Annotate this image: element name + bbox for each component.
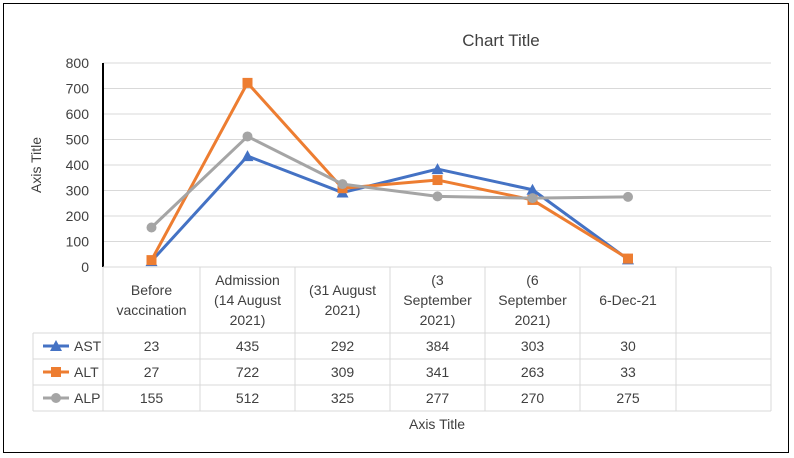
series-line-ast (150, 154, 629, 263)
y-tick-label: 500 (66, 132, 90, 148)
data-point-marker (146, 222, 157, 233)
table-cell-value: 155 (140, 390, 164, 406)
category-label-line: 2021) (515, 312, 551, 328)
category-label: (31 August 2021) (309, 282, 376, 318)
data-point-marker (242, 131, 253, 142)
category-label-line: (3 (431, 272, 444, 288)
category-label-line: (14 August (214, 292, 281, 308)
chart-title: Chart Title (462, 31, 539, 50)
y-tick-label: 700 (66, 81, 90, 97)
table-cell-value: 512 (236, 390, 260, 406)
category-label-line: September (403, 292, 472, 308)
category-label-line: vaccination (116, 302, 186, 318)
table-cell-value: 435 (236, 338, 260, 354)
y-tick-label: 600 (66, 106, 90, 122)
category-label-line: Before (131, 282, 172, 298)
series-lines (145, 77, 634, 267)
category-label-line: September (498, 292, 567, 308)
table-cell-value: 263 (521, 364, 545, 380)
x-axis-title: Axis Title (409, 416, 465, 432)
chart-frame: Before vaccination Admission (14 August 2021… (3, 3, 789, 453)
table-cell-value: 27 (144, 364, 160, 380)
legend-label: ALT (74, 364, 99, 380)
data-point-marker (432, 175, 443, 186)
data-point-marker (241, 150, 254, 162)
y-tick-label: 0 (81, 259, 89, 275)
y-tick-label: 300 (66, 183, 90, 199)
category-label: (3 September 2021) (403, 272, 472, 328)
y-tick-label: 100 (66, 234, 90, 250)
series-line-alp (150, 134, 629, 229)
data-point-marker (432, 191, 443, 202)
table-cell-value: 23 (144, 338, 160, 354)
table-cell-value: 722 (236, 364, 260, 380)
axes: 0 100 200 300 400 500 600 700 800 (66, 55, 771, 275)
table-cell-value: 275 (616, 390, 640, 406)
table-cell-value: 325 (331, 390, 355, 406)
category-label-line: (6 (526, 272, 539, 288)
category-label-line: 6-Dec-21 (599, 292, 657, 308)
line-chart: Before vaccination Admission (14 August 2021… (28, 31, 772, 432)
table-cell-value: 341 (426, 364, 450, 380)
table-cell-value: 303 (521, 338, 545, 354)
data-point-marker (51, 393, 61, 403)
table-cell-value: 270 (521, 390, 545, 406)
gridlines (103, 62, 771, 242)
legend-label: ALP (74, 390, 100, 406)
table-cell-value: 384 (426, 338, 450, 354)
data-point-marker (50, 340, 62, 351)
legend-label: AST (74, 338, 102, 354)
y-axis-title: Axis Title (28, 137, 44, 193)
data-table: Before vaccination Admission (14 August 2021… (32, 267, 772, 412)
category-label-line: 2021) (420, 312, 456, 328)
data-point-marker (337, 179, 348, 190)
category-label: Before vaccination (116, 282, 186, 318)
table-cell-value: 33 (620, 364, 636, 380)
series-line-alt (150, 81, 629, 261)
category-label: 6-Dec-21 (599, 292, 657, 308)
data-point-marker (51, 367, 61, 377)
table-cell-value: 30 (620, 338, 636, 354)
category-label-line: 2021) (325, 302, 361, 318)
data-point-marker (527, 193, 538, 204)
category-label: Admission (14 August 2021) (214, 272, 281, 328)
category-label-line: 2021) (230, 312, 266, 328)
category-label-line: (31 August (309, 282, 376, 298)
table-cell-value: 309 (331, 364, 355, 380)
data-point-marker (146, 255, 157, 266)
y-tick-label: 400 (66, 157, 90, 173)
data-point-marker (623, 191, 633, 202)
table-cell-value: 292 (331, 338, 355, 354)
table-cell-value: 277 (426, 390, 450, 406)
data-point-marker (623, 253, 633, 264)
y-tick-label: 200 (66, 208, 90, 224)
category-label: (6 September 2021) (498, 272, 567, 328)
data-point-marker (242, 77, 253, 88)
category-label-line: Admission (215, 272, 280, 288)
data-point-marker (526, 183, 539, 195)
y-tick-label: 800 (66, 55, 90, 71)
data-point-marker (431, 163, 444, 175)
